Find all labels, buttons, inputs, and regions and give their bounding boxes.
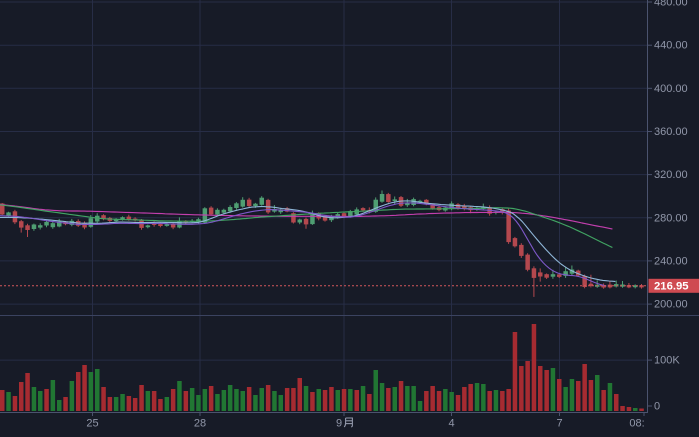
svg-text:200.00: 200.00 [654, 299, 688, 311]
svg-text:216.95: 216.95 [654, 280, 689, 292]
svg-text:28: 28 [194, 418, 206, 430]
svg-text:25: 25 [86, 418, 98, 430]
svg-text:320.00: 320.00 [654, 169, 688, 181]
svg-text:280.00: 280.00 [654, 212, 688, 224]
svg-text:240.00: 240.00 [654, 255, 688, 267]
svg-text:4: 4 [448, 418, 454, 430]
svg-text:440.00: 440.00 [654, 40, 688, 52]
svg-text:400.00: 400.00 [654, 83, 688, 95]
svg-text:360.00: 360.00 [654, 126, 688, 138]
svg-text:9: 9 [336, 418, 342, 430]
svg-text:7: 7 [556, 418, 562, 430]
svg-text:100K: 100K [654, 355, 680, 367]
svg-text:0: 0 [654, 401, 660, 413]
svg-text:480.00: 480.00 [654, 0, 688, 9]
svg-text:08:: 08: [629, 418, 644, 430]
